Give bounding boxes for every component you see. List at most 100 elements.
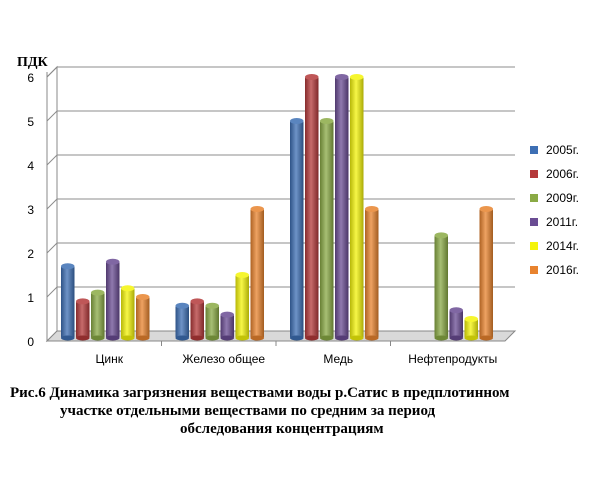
bar bbox=[121, 285, 135, 341]
x-tick-label: Железо общее bbox=[182, 352, 265, 366]
legend-label: 2016г. bbox=[546, 263, 579, 277]
bar bbox=[305, 74, 319, 341]
x-tick-label: Медь bbox=[323, 352, 353, 366]
bar-base bbox=[305, 335, 319, 341]
bar bbox=[235, 272, 249, 341]
gridline bbox=[46, 110, 515, 122]
legend-label: 2014г. bbox=[546, 239, 579, 253]
bar-base bbox=[106, 335, 120, 341]
bar-cap bbox=[350, 74, 364, 80]
y-tick-label: 3 bbox=[27, 203, 34, 217]
bar-base bbox=[464, 335, 478, 341]
x-axis: Цинк Железо общее Медь Нефтепродукты bbox=[96, 341, 497, 366]
plot-frame bbox=[45, 65, 517, 343]
bar-base bbox=[76, 335, 90, 341]
bar-cap bbox=[205, 302, 219, 309]
bar-base bbox=[61, 335, 75, 341]
gridline bbox=[46, 198, 515, 210]
bar-base bbox=[190, 335, 204, 341]
bar-cap bbox=[365, 206, 379, 212]
legend-label: 2009г. bbox=[546, 191, 579, 205]
bar-base bbox=[91, 335, 105, 341]
bar-base bbox=[290, 335, 304, 341]
bar-cap bbox=[106, 258, 120, 265]
bar-body bbox=[136, 297, 150, 338]
bar-base bbox=[235, 335, 249, 341]
bar-base bbox=[136, 335, 150, 341]
bar-body bbox=[190, 301, 204, 338]
bar-cap bbox=[290, 118, 304, 124]
bar-body bbox=[479, 209, 493, 338]
x-tick-label: Нефтепродукты bbox=[408, 352, 497, 366]
bar-body bbox=[250, 209, 264, 338]
legend-label: 2005г. bbox=[546, 143, 579, 157]
bar-cap bbox=[61, 263, 75, 270]
bar bbox=[61, 263, 75, 341]
caption-line-1: Рис.6 Динамика загрязнения веществами во… bbox=[10, 385, 510, 401]
bar bbox=[220, 311, 234, 341]
legend-item: 2011г. bbox=[530, 215, 578, 229]
legend-swatch bbox=[530, 218, 538, 226]
bar-cap bbox=[305, 74, 319, 80]
legend-swatch bbox=[530, 242, 538, 250]
bar-base bbox=[175, 335, 189, 341]
bar bbox=[365, 206, 379, 341]
bar bbox=[205, 302, 219, 341]
bar-body bbox=[175, 305, 189, 338]
bar-cap bbox=[136, 294, 150, 300]
y-tick-label: 6 bbox=[27, 71, 34, 85]
bars bbox=[61, 74, 493, 341]
bar-body bbox=[335, 77, 349, 338]
bar bbox=[449, 307, 463, 341]
bar-body bbox=[91, 292, 105, 338]
y-axis: 0 1 2 3 4 5 6 bbox=[27, 71, 48, 349]
y-tick-label: 4 bbox=[27, 159, 34, 173]
bar-base bbox=[365, 335, 379, 341]
bar-body bbox=[106, 261, 120, 338]
y-tick-label: 1 bbox=[27, 291, 34, 305]
bar-cap bbox=[320, 118, 334, 124]
caption-line-2: участке отдельными веществами по средним… bbox=[60, 403, 436, 419]
bar-cap bbox=[91, 289, 105, 296]
bar-chart: 0 1 2 3 4 5 6 Цинк Железо общее Медь Нефтепродукт… bbox=[17, 55, 579, 366]
bar bbox=[136, 294, 150, 341]
bar-cap bbox=[335, 74, 349, 80]
bar-body bbox=[449, 310, 463, 338]
bar-base bbox=[320, 335, 334, 341]
legend-item: 2016г. bbox=[530, 263, 579, 277]
bar-base bbox=[250, 335, 264, 341]
legend-item: 2014г. bbox=[530, 239, 579, 253]
bar-body bbox=[365, 209, 379, 338]
legend-item: 2009г. bbox=[530, 191, 579, 205]
bar-base bbox=[434, 335, 448, 341]
bar-cap bbox=[190, 298, 204, 305]
floor bbox=[45, 330, 517, 342]
bar-base bbox=[479, 335, 493, 341]
bar bbox=[250, 206, 264, 341]
legend-swatch bbox=[530, 194, 538, 202]
bar-base bbox=[121, 335, 135, 341]
bar-body bbox=[434, 235, 448, 338]
figure-caption: Рис.6 Динамика загрязнения веществами во… bbox=[0, 384, 605, 438]
y-tick-label: 2 bbox=[27, 247, 34, 261]
y-tick-label: 5 bbox=[27, 115, 34, 129]
bar bbox=[91, 289, 105, 341]
bar-cap bbox=[464, 316, 478, 322]
bar-body bbox=[464, 319, 478, 338]
bar-body bbox=[290, 121, 304, 338]
bar-cap bbox=[250, 206, 264, 212]
bar bbox=[106, 258, 120, 341]
bar-body bbox=[305, 77, 319, 338]
bar bbox=[434, 232, 448, 341]
gridline bbox=[46, 66, 515, 78]
bar-body bbox=[220, 314, 234, 338]
bar-body bbox=[61, 266, 75, 338]
bar-cap bbox=[434, 232, 448, 239]
bar-cap bbox=[121, 285, 135, 292]
bar bbox=[335, 74, 349, 341]
bar-cap bbox=[76, 298, 90, 305]
bar bbox=[350, 74, 364, 341]
y-axis-label: ПДК bbox=[17, 55, 49, 70]
gridline bbox=[46, 154, 515, 166]
legend-label: 2011г. bbox=[546, 215, 578, 229]
